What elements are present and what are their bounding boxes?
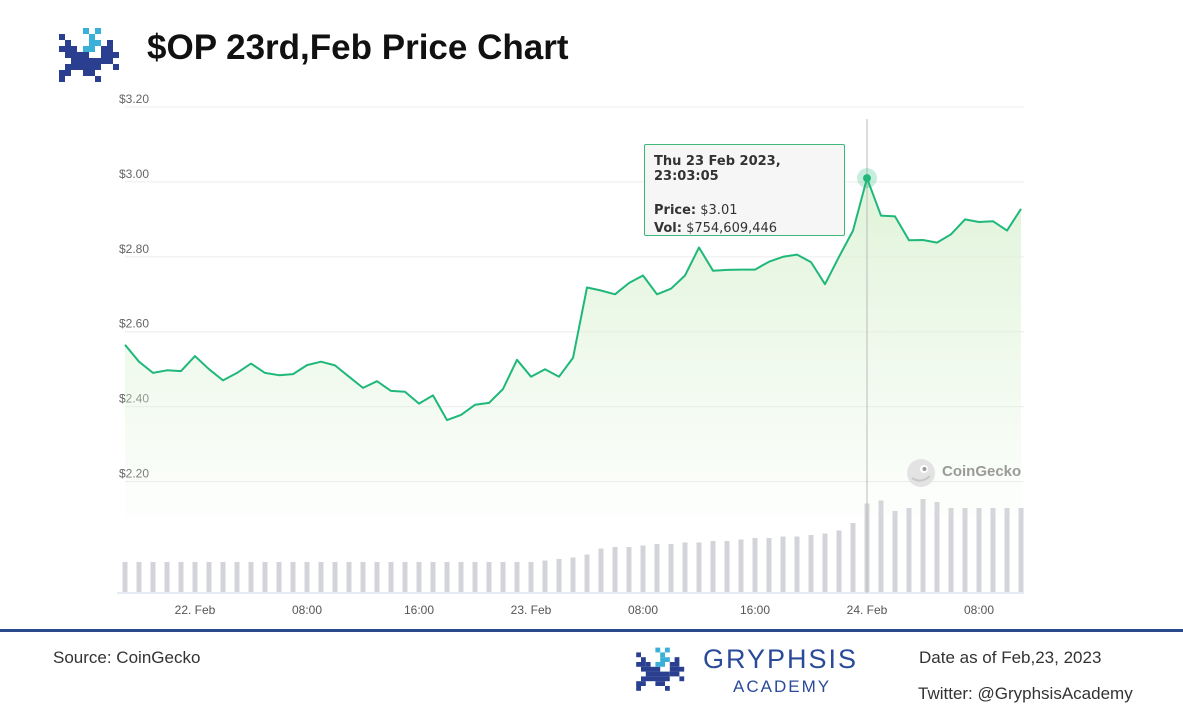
volume-bar	[640, 545, 646, 592]
volume-bar	[374, 562, 380, 592]
volume-bar	[458, 562, 464, 592]
volume-bar	[388, 562, 394, 592]
volume-bar	[836, 530, 842, 592]
brand-name: GRYPHSIS	[703, 644, 859, 674]
volume-bar	[234, 562, 240, 592]
volume-bar	[668, 544, 674, 592]
volume-bar	[262, 562, 268, 592]
price-line	[124, 177, 1022, 422]
volume-bar	[542, 560, 548, 592]
volume-bar	[654, 544, 660, 592]
volume-bar	[850, 523, 856, 592]
volume-bar	[136, 562, 142, 592]
volume-bar	[822, 533, 828, 592]
volume-bar	[682, 542, 688, 592]
volume-bar	[752, 538, 758, 592]
tooltip-price-label: Price:	[654, 203, 697, 218]
volume-bar	[192, 562, 198, 592]
price-area	[125, 178, 1021, 519]
volume-bar	[486, 562, 492, 592]
volume-bar	[794, 536, 800, 592]
volume-bar	[766, 538, 772, 592]
coingecko-gecko-icon	[907, 459, 935, 487]
volume-bar	[808, 535, 814, 592]
volume-bar	[1018, 508, 1024, 592]
date-text: Date as of Feb,23, 2023	[919, 648, 1102, 667]
chart-tooltip: Thu 23 Feb 2023, 23:03:05 Price: $3.01 V…	[644, 144, 845, 236]
volume-bar	[318, 562, 324, 592]
volume-bar	[1004, 508, 1010, 592]
volume-bar	[444, 562, 450, 592]
volume-bar	[696, 542, 702, 592]
x-tick-label: 16:00	[404, 603, 434, 617]
volume-bar	[402, 562, 408, 592]
gryphon-logo-icon	[636, 647, 685, 691]
highlight-point	[863, 174, 871, 183]
twitter-handle: Twitter: @GryphsisAcademy	[918, 684, 1133, 703]
x-tick-label: 23. Feb	[511, 603, 552, 617]
volume-bar	[710, 541, 716, 592]
y-tick-label: $3.00	[119, 167, 149, 181]
tooltip-price-value: $3.01	[700, 203, 738, 218]
volume-bar	[724, 541, 730, 592]
volume-bar	[472, 562, 478, 592]
volume-bar	[220, 562, 226, 592]
tooltip-date: Thu 23 Feb 2023, 23:03:05	[654, 154, 781, 184]
gryphon-logo-icon	[59, 28, 119, 82]
volume-bar	[990, 508, 996, 592]
volume-bar	[906, 508, 912, 592]
watermark-text: CoinGecko	[942, 463, 1022, 480]
volume-bar	[780, 536, 786, 592]
volume-bar	[934, 502, 940, 592]
volume-bar	[738, 539, 744, 592]
volume-bar	[948, 508, 954, 592]
volume-bar	[612, 547, 618, 592]
volume-bar	[178, 562, 184, 592]
volume-bar	[528, 562, 534, 592]
volume-bar	[332, 562, 338, 592]
x-tick-label: 22. Feb	[175, 603, 216, 617]
volume-bar	[206, 562, 212, 592]
volume-bar	[150, 562, 156, 592]
volume-bar	[304, 562, 310, 592]
volume-bar	[122, 562, 128, 592]
tooltip-vol-value: $754,609,446	[686, 221, 778, 236]
source-text: Source: CoinGecko	[53, 648, 201, 667]
volume-bar	[598, 548, 604, 592]
x-tick-label: 24. Feb	[847, 603, 888, 617]
volume-bar	[248, 562, 254, 592]
volume-bar	[920, 499, 926, 592]
x-tick-label: 16:00	[740, 603, 770, 617]
volume-bar	[500, 562, 506, 592]
volume-bar	[626, 547, 632, 592]
volume-bar	[962, 508, 968, 592]
volume-bar	[416, 562, 422, 592]
y-tick-label: $2.80	[119, 242, 149, 256]
volume-bar	[892, 511, 898, 592]
volume-bar	[290, 562, 296, 592]
y-tick-label: $2.60	[119, 317, 149, 331]
x-tick-label: 08:00	[292, 603, 322, 617]
page-title: $OP 23rd,Feb Price Chart	[147, 28, 569, 67]
volume-bar	[346, 562, 352, 592]
brand-subtitle: ACADEMY	[733, 677, 832, 696]
footer-divider	[0, 629, 1183, 632]
volume-bar	[556, 559, 562, 592]
price-chart: $3.20$3.00$2.80$2.60$2.40$2.2022. Feb08:…	[117, 92, 1024, 617]
volume-bar	[570, 557, 576, 592]
volume-bar	[584, 554, 590, 592]
x-tick-label: 08:00	[628, 603, 658, 617]
volume-bar	[164, 562, 170, 592]
volume-bar	[360, 562, 366, 592]
tooltip-vol-label: Vol:	[654, 221, 682, 236]
x-tick-label: 08:00	[964, 603, 994, 617]
volume-bar	[878, 500, 884, 592]
y-tick-label: $3.20	[119, 92, 149, 106]
volume-bar	[430, 562, 436, 592]
volume-bar	[276, 562, 282, 592]
volume-bar	[976, 508, 982, 592]
volume-bar	[514, 562, 520, 592]
